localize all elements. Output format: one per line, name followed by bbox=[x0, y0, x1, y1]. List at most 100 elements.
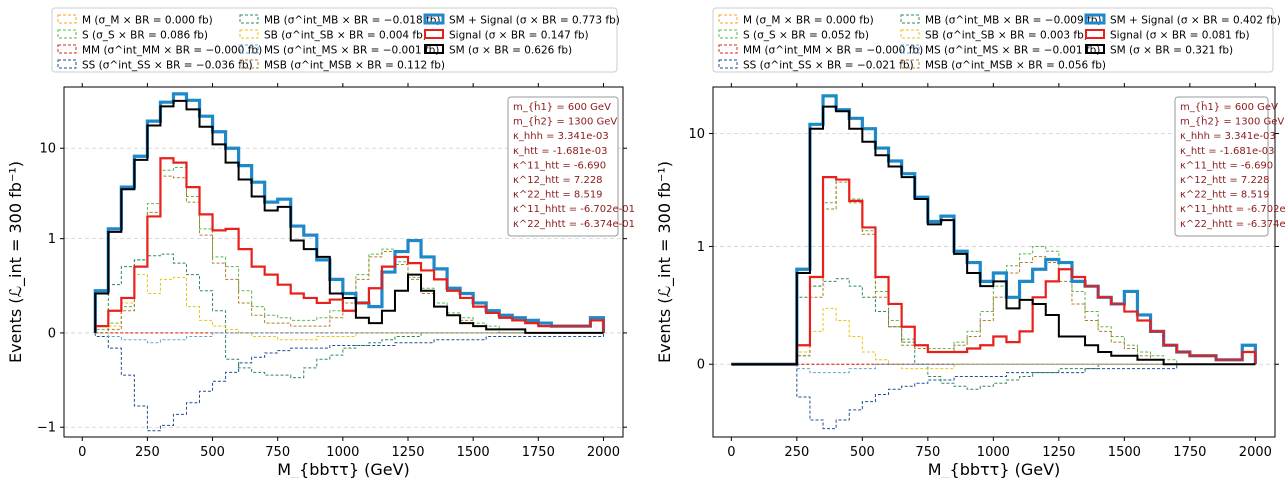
legend-swatch bbox=[718, 14, 738, 24]
legend-label: SB (σ^int_SB × BR = 0.003 fb) bbox=[925, 30, 1088, 42]
axes-frame bbox=[712, 86, 1276, 438]
x-tick-label: 750 bbox=[915, 445, 940, 460]
x-tick-label: 0 bbox=[78, 445, 86, 460]
info-line: κ_hhh = 3.341e-03 bbox=[513, 131, 609, 142]
y-tick-label: 0 bbox=[48, 326, 56, 341]
legend-swatch bbox=[900, 44, 920, 54]
legend-swatch bbox=[424, 44, 444, 54]
legend-label: MSB (σ^int_MSB × BR = 0.112 fb) bbox=[264, 60, 445, 72]
legend-swatch bbox=[239, 29, 259, 39]
legend-swatch bbox=[900, 59, 920, 69]
info-line: κ^12_htt = 7.228 bbox=[1180, 175, 1270, 186]
x-tick-label: 250 bbox=[135, 445, 160, 460]
series-sb bbox=[95, 274, 604, 341]
x-tick-label: 500 bbox=[850, 445, 875, 460]
legend-swatch bbox=[1085, 44, 1105, 54]
info-line: m_{ĥ1} = 600 GeV bbox=[513, 100, 611, 113]
series-sm-signal bbox=[93, 92, 606, 333]
x-tick-label: 1500 bbox=[1108, 445, 1141, 460]
y-tick-label: 1 bbox=[48, 232, 56, 247]
legend-swatch bbox=[718, 29, 738, 39]
legend-label: SS (σ^int_SS × BR = −0.021 fb) bbox=[743, 60, 914, 72]
info-line: κ^11_htt = -6.690 bbox=[1180, 160, 1273, 171]
series-ms bbox=[95, 332, 604, 344]
legend-swatch bbox=[718, 59, 738, 69]
legend-label: MM (σ^int_MM × BR = −0.000 fb) bbox=[743, 45, 923, 57]
x-tick-label: 1750 bbox=[522, 445, 555, 460]
y-tick-label: 10 bbox=[688, 127, 705, 142]
legend-label: SM + Signal (σ × BR = 0.773 fb) bbox=[449, 15, 620, 27]
x-tick-label: 1500 bbox=[457, 445, 490, 460]
legend-swatch bbox=[57, 44, 77, 54]
series-ms bbox=[731, 363, 1256, 374]
legend-label: M (σ_M × BR = 0.000 fb) bbox=[82, 15, 213, 27]
x-tick-label: 1250 bbox=[391, 445, 424, 460]
legend-swatch bbox=[57, 59, 77, 69]
y-tick-label: 1 bbox=[697, 240, 705, 255]
info-line: κ_htt = -1.681e-03 bbox=[513, 146, 608, 157]
info-line: m_{ĥ2} = 1300 GeV bbox=[513, 115, 617, 128]
chart-panel-1: 0 250 500 750 1000 1250 1500 1750 2000 −1 0 1 10 M_{b… bbox=[6, 7, 635, 478]
info-line: m_{ĥ1} = 600 GeV bbox=[1180, 100, 1278, 113]
legend-swatch bbox=[239, 44, 259, 54]
legend-swatch bbox=[718, 44, 738, 54]
legend-swatch bbox=[57, 29, 77, 39]
info-line: κ^22_hhtt = -6.374e-01 bbox=[513, 219, 635, 230]
info-line: κ^11_hhtt = -6.702e-01 bbox=[513, 204, 635, 215]
legend-label: MS (σ^int_MS × BR = −0.001 fb) bbox=[925, 45, 1100, 57]
legend-swatch bbox=[239, 59, 259, 69]
series-msb bbox=[95, 175, 604, 334]
series-signal bbox=[731, 176, 1257, 366]
legend-label: MB (σ^int_MB × BR = −0.009 fb) bbox=[925, 15, 1101, 27]
legend-swatch bbox=[424, 29, 444, 39]
series-msb bbox=[731, 181, 1256, 365]
info-line: m_{ĥ2} = 1300 GeV bbox=[1180, 115, 1284, 128]
info-line: κ_htt = -1.681e-03 bbox=[1180, 146, 1275, 157]
x-tick-label: 500 bbox=[200, 445, 225, 460]
legend-label: M (σ_M × BR = 0.000 fb) bbox=[743, 15, 874, 27]
legend-swatch bbox=[900, 14, 920, 24]
x-tick-label: 2000 bbox=[587, 445, 620, 460]
legend-swatch bbox=[239, 14, 259, 24]
x-tick-label: 1000 bbox=[326, 445, 359, 460]
legend-swatch bbox=[57, 14, 77, 24]
y-tick-label: −1 bbox=[37, 421, 56, 436]
legend-box bbox=[712, 7, 1274, 73]
legend-label: Signal (σ × BR = 0.147 fb) bbox=[449, 30, 589, 42]
chart-panel-2: 0 250 500 750 1000 1250 1500 1750 2000 0 1 10 M_{bbτ… bbox=[655, 7, 1285, 478]
info-line: κ^22_hhtt = -6.374e-01 bbox=[1180, 219, 1285, 230]
y-axis-title: Events (ℒ_int = 300 fb⁻¹) bbox=[655, 161, 675, 363]
x-tick-label: 1000 bbox=[977, 445, 1010, 460]
legend-swatch bbox=[1085, 29, 1105, 39]
legend-label: SM (σ × BR = 0.626 fb) bbox=[449, 45, 572, 57]
legend-label: MB (σ^int_MB × BR = −0.018 fb) bbox=[264, 15, 440, 27]
x-axis-title: M_{bbττ} (GeV) bbox=[928, 460, 1061, 478]
legend-label: S (σ_S × BR = 0.052 fb) bbox=[743, 30, 869, 42]
series-ss bbox=[94, 332, 604, 432]
legend-label: SM (σ × BR = 0.321 fb) bbox=[1110, 45, 1233, 57]
y-tick-label: 0 bbox=[697, 358, 705, 373]
series-signal bbox=[94, 157, 605, 333]
info-line: κ_hhh = 3.341e-03 bbox=[1180, 131, 1276, 142]
x-tick-label: 250 bbox=[784, 445, 809, 460]
legend-swatch bbox=[1084, 13, 1106, 25]
legend-swatch bbox=[900, 29, 920, 39]
legend-label: SM + Signal (σ × BR = 0.402 fb) bbox=[1110, 15, 1281, 27]
x-tick-label: 0 bbox=[727, 445, 735, 460]
series-sm bbox=[731, 105, 1256, 366]
info-line: κ^22_htt = 8.519 bbox=[1180, 190, 1270, 201]
info-line: κ^11_htt = -6.690 bbox=[513, 160, 606, 171]
legend-label: SS (σ^int_SS × BR = −0.036 fb) bbox=[82, 60, 253, 72]
info-line: κ^11_hhtt = -6.702e-01 bbox=[1180, 204, 1285, 215]
series-ss bbox=[731, 363, 1256, 430]
series-sm bbox=[94, 99, 604, 334]
x-axis-title: M_{bbττ} (GeV) bbox=[277, 460, 410, 478]
y-tick-label: 10 bbox=[39, 142, 56, 157]
info-box bbox=[1174, 96, 1269, 237]
legend-swatch bbox=[423, 13, 445, 25]
info-line: κ^22_htt = 8.519 bbox=[513, 190, 603, 201]
x-tick-label: 2000 bbox=[1239, 445, 1272, 460]
x-tick-label: 750 bbox=[265, 445, 290, 460]
x-tick-label: 1250 bbox=[1042, 445, 1075, 460]
info-line: κ^12_htt = 7.228 bbox=[513, 175, 603, 186]
